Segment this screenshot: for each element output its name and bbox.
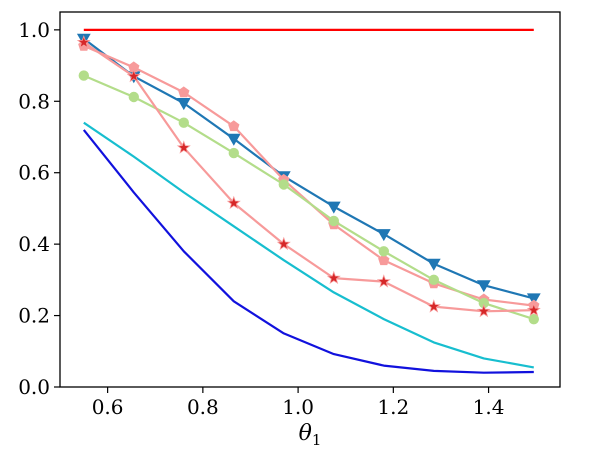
x-tick-label: 1.4 bbox=[473, 395, 505, 419]
data-point bbox=[326, 201, 341, 214]
data-point bbox=[526, 293, 541, 306]
data-point bbox=[178, 86, 190, 98]
data-point bbox=[476, 280, 491, 293]
data-point bbox=[76, 35, 91, 49]
series-line bbox=[83, 74, 535, 321]
data-point bbox=[426, 258, 441, 271]
data-point bbox=[176, 140, 191, 154]
x-tick-label: 1.2 bbox=[377, 395, 409, 419]
y-tick-label: 1.0 bbox=[18, 18, 50, 42]
series-4 bbox=[76, 35, 541, 318]
data-point bbox=[476, 303, 491, 318]
data-point bbox=[278, 179, 290, 190]
data-point bbox=[226, 133, 241, 146]
y-axis: 0.0 0.2 0.4 0.6 0.8 1.0 bbox=[18, 18, 60, 399]
y-tick-label: 0.8 bbox=[18, 89, 50, 113]
series-6 bbox=[82, 129, 534, 374]
y-tick-label: 0.2 bbox=[18, 304, 50, 328]
y-tick-label: 0.6 bbox=[18, 161, 50, 185]
data-point bbox=[378, 254, 390, 266]
x-axis-label-main: θ bbox=[299, 421, 312, 446]
data-point bbox=[326, 270, 341, 285]
y-tick-label: 0.4 bbox=[18, 232, 50, 256]
series-5 bbox=[83, 121, 534, 369]
data-point bbox=[226, 195, 241, 210]
data-point bbox=[78, 70, 90, 81]
data-point bbox=[128, 91, 140, 103]
data-point bbox=[376, 229, 391, 242]
data-point bbox=[178, 117, 190, 128]
data-point bbox=[228, 120, 240, 132]
data-point bbox=[528, 313, 540, 325]
data-point bbox=[176, 98, 191, 111]
data-point bbox=[428, 274, 440, 286]
series-line bbox=[82, 129, 534, 374]
series-line bbox=[83, 37, 535, 300]
data-point bbox=[378, 246, 390, 257]
data-point bbox=[426, 299, 441, 313]
x-axis-label: θ1 bbox=[299, 421, 322, 449]
series-2 bbox=[78, 39, 540, 311]
series-line bbox=[83, 121, 534, 369]
x-tick-label: 0.6 bbox=[92, 395, 124, 419]
series-layer bbox=[76, 28, 541, 374]
data-point bbox=[328, 215, 340, 227]
plot-frame bbox=[59, 11, 561, 388]
x-tick-label: 1.0 bbox=[282, 395, 314, 419]
data-point bbox=[276, 236, 291, 251]
data-point bbox=[376, 274, 391, 288]
data-point bbox=[126, 68, 141, 83]
x-tick-label: 0.8 bbox=[187, 395, 219, 419]
series-3 bbox=[78, 70, 540, 325]
y-tick-label: 0.0 bbox=[18, 375, 50, 399]
x-axis-label-subscript: 1 bbox=[312, 431, 322, 449]
data-point bbox=[228, 147, 240, 159]
series-line bbox=[83, 41, 534, 313]
data-point bbox=[526, 302, 541, 317]
x-axis: 0.6 0.8 1.0 1.2 1.4 bbox=[92, 387, 505, 419]
